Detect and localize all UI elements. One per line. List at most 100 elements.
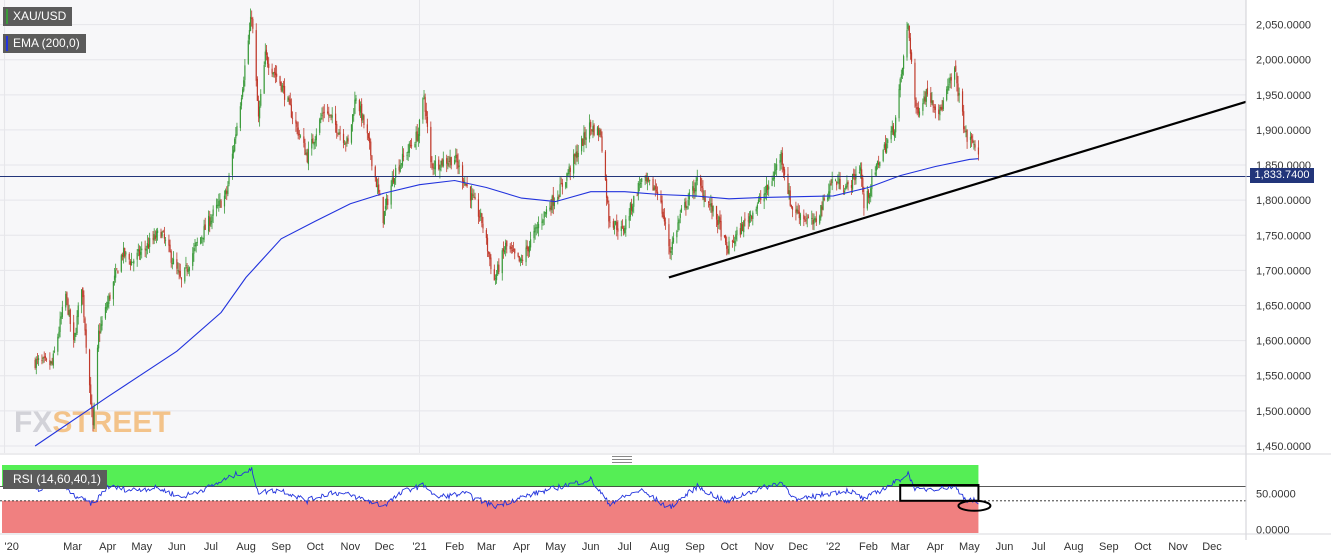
- candle-body: [628, 216, 630, 221]
- candle-body: [748, 216, 751, 224]
- candle-body: [728, 241, 730, 254]
- candle-body: [223, 195, 226, 207]
- candle-body: [692, 186, 694, 191]
- candle-body: [931, 100, 933, 104]
- candle-body: [342, 133, 345, 143]
- candle-body: [512, 249, 515, 251]
- candle-body: [932, 100, 934, 106]
- candle-body: [386, 198, 388, 206]
- candle-body: [652, 178, 654, 191]
- candle-body: [279, 76, 281, 84]
- candle-body: [35, 358, 37, 368]
- candle-body: [678, 219, 680, 224]
- candle-body: [376, 185, 379, 187]
- candle-body: [448, 161, 450, 163]
- candle-body: [266, 56, 269, 65]
- candle-body: [315, 134, 317, 141]
- candle-body: [870, 188, 872, 197]
- candle-body: [740, 223, 743, 234]
- candle-body: [707, 201, 710, 203]
- candle-body: [527, 247, 529, 252]
- candle-body: [797, 209, 799, 214]
- candle-body: [575, 152, 577, 158]
- x-tick-label: May: [131, 541, 152, 553]
- drag-handle-icon[interactable]: [612, 455, 632, 463]
- candle-body: [621, 226, 624, 228]
- candle-body: [717, 219, 719, 226]
- candle-body: [600, 129, 602, 137]
- candle-body: [486, 237, 489, 252]
- candle-body: [819, 215, 821, 224]
- candle-body: [290, 104, 292, 118]
- candle-body: [581, 138, 583, 152]
- candle-body: [938, 109, 940, 114]
- candle-body: [172, 258, 175, 265]
- candle-body: [701, 185, 703, 189]
- candle-body: [334, 113, 337, 125]
- candle-body: [649, 179, 651, 182]
- symbol-legend[interactable]: XAU/USD: [3, 7, 73, 26]
- x-tick-label: Oct: [307, 541, 324, 553]
- candle-body: [903, 56, 905, 69]
- candle-body: [807, 216, 809, 218]
- candle-body: [541, 221, 543, 223]
- candle-body: [617, 228, 619, 232]
- candle-body: [187, 269, 189, 273]
- candle-body: [891, 126, 893, 133]
- candle-body: [720, 220, 722, 237]
- candle-body: [851, 173, 854, 190]
- candle-body: [423, 95, 425, 98]
- candle-body: [323, 111, 325, 113]
- candle-body: [805, 220, 807, 222]
- candle-body: [551, 196, 553, 211]
- y-tick-label: 1,650.0000: [1256, 301, 1311, 313]
- candle-body: [644, 176, 646, 178]
- y-tick-label: 2,050.0000: [1256, 20, 1311, 32]
- candle-body: [104, 307, 107, 319]
- candle-body: [592, 126, 594, 133]
- candle-body: [552, 195, 554, 206]
- candle-body: [964, 130, 966, 132]
- candle-body: [559, 184, 561, 197]
- candle-body: [369, 137, 371, 143]
- candle-body: [723, 235, 726, 238]
- ema-legend[interactable]: EMA (200,0): [3, 34, 86, 53]
- candle-body: [239, 106, 241, 128]
- candle-body: [320, 117, 322, 120]
- y-tick-label: 1,950.0000: [1256, 90, 1311, 102]
- candle-body: [916, 107, 918, 110]
- candle-body: [311, 138, 313, 149]
- candle-body: [36, 358, 39, 360]
- rsi-legend[interactable]: RSI (14,60,40,1): [3, 470, 108, 489]
- candle-body: [375, 177, 378, 188]
- candle-body: [620, 226, 622, 231]
- candle-body: [766, 184, 769, 191]
- candle-body: [497, 264, 499, 275]
- candle-body: [83, 295, 85, 318]
- candle-body: [350, 124, 353, 143]
- candle-body: [485, 230, 487, 239]
- ema-label: EMA (200,0): [13, 36, 80, 50]
- candle-body: [582, 138, 584, 146]
- x-tick-label: Jun: [996, 541, 1014, 553]
- candle-body: [645, 175, 647, 182]
- candle-body: [725, 235, 727, 243]
- candle-body: [391, 178, 393, 187]
- candle-body: [834, 180, 837, 181]
- candle-body: [534, 227, 536, 233]
- x-tick-label: Feb: [859, 541, 878, 553]
- y-tick-label: 1,750.0000: [1256, 230, 1311, 242]
- candle-body: [637, 183, 639, 195]
- candle-body: [847, 182, 849, 185]
- candle-body: [974, 144, 976, 148]
- candle-body: [858, 172, 860, 173]
- candle-body: [351, 114, 354, 124]
- candle-body: [53, 350, 56, 352]
- candle-body: [608, 203, 610, 222]
- candle-body: [511, 249, 514, 251]
- candle-body: [307, 149, 309, 165]
- candle-body: [836, 181, 838, 186]
- candle-body: [887, 139, 889, 144]
- candle-body: [327, 111, 329, 114]
